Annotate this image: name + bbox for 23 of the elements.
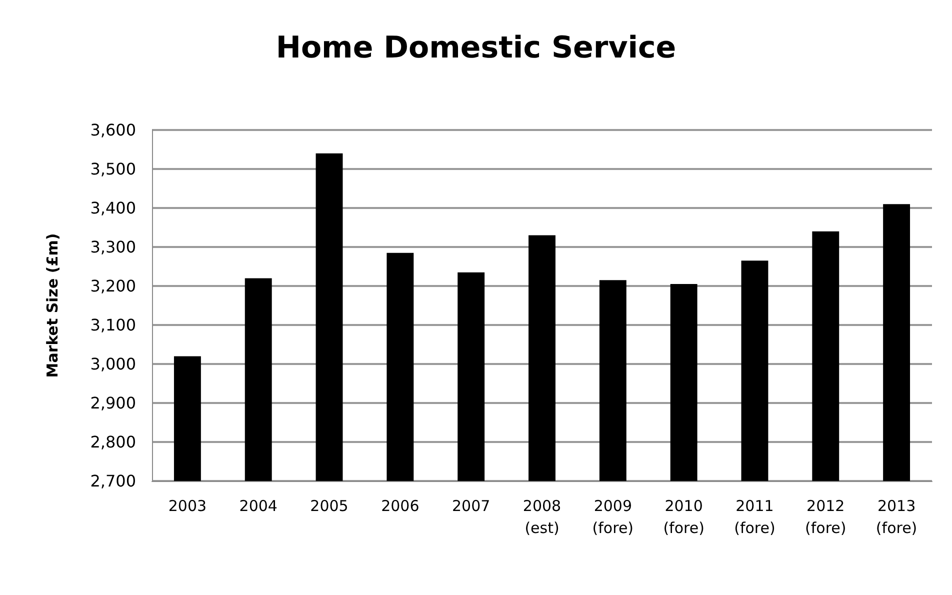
y-tick-label: 3,200 [90,276,136,296]
x-tick-label: 2010 (fore) [663,497,704,537]
x-tick-label: 2009 (fore) [592,497,634,537]
y-tick-label: 2,700 [90,472,136,490]
x-tick-label: 2006 [381,497,420,515]
y-tick-label: 3,400 [90,198,136,218]
x-tick-label: 2008 (est) [522,497,562,537]
y-tick-label: 3,000 [90,354,136,374]
x-tick-label: 2012 (fore) [805,497,846,537]
y-axis-title: Market Size (£m) [44,233,62,378]
chart-title: Home Domestic Service [276,30,676,66]
y-tick-label: 3,100 [90,316,136,334]
x-tick-label: 2013 (fore) [876,497,918,537]
x-tick-label: 2007 [452,497,490,515]
x-tick-label: 2004 [239,497,278,515]
x-tick-label: 2003 [168,497,207,515]
y-tick-label: 3,300 [90,238,136,256]
x-tick-label: 2005 [310,497,348,515]
y-tick-label: 3,600 [90,120,136,140]
y-tick-label: 2,800 [90,432,136,452]
y-tick-label: 2,900 [90,394,136,412]
y-tick-label: 3,500 [90,160,136,178]
x-tick-label: 2011 (fore) [734,497,776,537]
